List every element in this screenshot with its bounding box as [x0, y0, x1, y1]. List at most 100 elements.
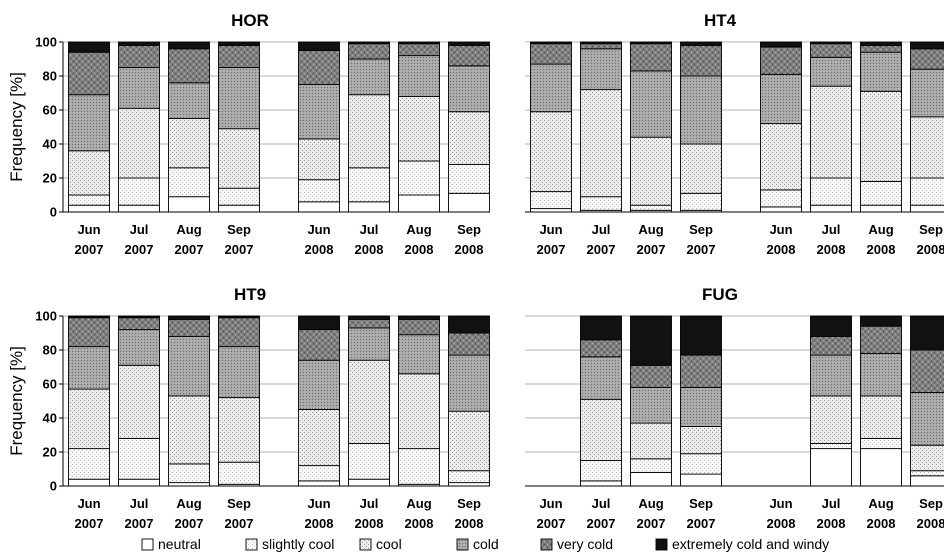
- bar-segment-slightly-cool: [810, 443, 852, 450]
- bar-aug-2007: [168, 41, 210, 213]
- bar-segment-extremely-cold-and-windy: [448, 315, 490, 334]
- bar-segment-extremely-cold-and-windy: [810, 315, 852, 337]
- x-tick-year: 2008: [305, 516, 334, 531]
- x-tick-year: 2008: [455, 242, 484, 257]
- x-tick-month: Sep: [227, 496, 251, 511]
- y-tick-label: 60: [43, 377, 57, 392]
- bar-segment-cold: [298, 84, 340, 140]
- bar-segment-neutral: [168, 482, 210, 487]
- bar-segment-cool: [910, 444, 944, 472]
- legend-label: cool: [376, 536, 402, 552]
- bar-segment-very-cold: [680, 354, 722, 388]
- bar-segment-very-cold: [298, 329, 340, 361]
- bar-segment-slightly-cool: [580, 460, 622, 482]
- bar-segment-slightly-cool: [448, 470, 490, 484]
- bar-segment-neutral: [630, 471, 672, 487]
- x-tick-month: Jul: [360, 222, 379, 237]
- bar-segment-very-cold: [630, 364, 672, 388]
- x-tick-month: Jul: [592, 496, 611, 511]
- bar-segment-very-cold: [810, 43, 852, 58]
- bar-segment-cool: [118, 364, 160, 439]
- panel-hor: HOR 0 20 40 60 80 100 Frequency [%] Jun 2007 Jul 20…: [7, 11, 490, 257]
- bar-segment-extremely-cold-and-windy: [448, 41, 490, 46]
- bar-segment-extremely-cold-and-windy: [168, 315, 210, 320]
- bar-jul-2008: [810, 41, 852, 213]
- bar-segment-cool: [298, 138, 340, 181]
- legend-swatch: [655, 538, 668, 551]
- bar-segment-cool: [398, 95, 440, 162]
- x-tick-year: 2008: [305, 242, 334, 257]
- bar-sep-2008: [448, 315, 490, 487]
- bar-segment-slightly-cool: [680, 453, 722, 475]
- bar-segment-extremely-cold-and-windy: [580, 315, 622, 341]
- bar-segment-neutral: [348, 201, 390, 213]
- bar-segment-cool: [860, 395, 902, 439]
- bar-jun-2008: [760, 41, 802, 213]
- legend-item-cool: cool: [359, 536, 402, 552]
- x-tick-month: Jul: [360, 496, 379, 511]
- bar-segment-extremely-cold-and-windy: [680, 315, 722, 356]
- bar-segment-cold: [298, 359, 340, 410]
- bar-segment-cool: [680, 426, 722, 455]
- bar-segment-extremely-cold-and-windy: [630, 315, 672, 366]
- bar-segment-very-cold: [218, 317, 260, 348]
- bar-segment-neutral: [118, 478, 160, 487]
- bar-segment-cold: [348, 327, 390, 361]
- x-tick-month: Aug: [638, 496, 663, 511]
- bar-segment-cold: [810, 354, 852, 397]
- bar-segment-very-cold: [348, 318, 390, 329]
- bar-segment-very-cold: [530, 43, 572, 65]
- y-axis-label: Frequency [%]: [7, 72, 26, 182]
- bar-segment-neutral: [810, 204, 852, 213]
- bar-jul-2007: [580, 41, 622, 213]
- bar-segment-neutral: [910, 204, 944, 213]
- x-tick-year: 2007: [175, 242, 204, 257]
- bar-sep-2007: [680, 41, 722, 213]
- bar-segment-very-cold: [910, 48, 944, 70]
- bar-segment-cool: [810, 85, 852, 179]
- x-tick-month: Aug: [868, 222, 893, 237]
- bar-segment-neutral: [860, 204, 902, 213]
- bar-segment-neutral: [860, 448, 902, 487]
- x-tick-year: 2008: [817, 516, 846, 531]
- chart-panels: HOR 0 20 40 60 80 100 Frequency [%] Jun 2007 Jul 20…: [7, 11, 944, 531]
- bar-segment-cool: [68, 150, 110, 196]
- x-tick-month: Jun: [307, 496, 330, 511]
- y-tick-label: 80: [43, 69, 57, 84]
- bar-segment-extremely-cold-and-windy: [68, 41, 110, 53]
- bar-segment-cool: [118, 107, 160, 179]
- bar-segment-very-cold: [168, 48, 210, 84]
- bar-sep-2008: [448, 41, 490, 213]
- bar-segment-very-cold: [168, 318, 210, 337]
- bar-segment-slightly-cool: [860, 437, 902, 450]
- bar-segment-cold: [810, 56, 852, 87]
- y-tick-label: 60: [43, 103, 57, 118]
- bar-aug-2008: [398, 315, 440, 487]
- bar-jul-2008: [810, 315, 852, 487]
- bar-segment-cold: [680, 386, 722, 427]
- x-tick-year: 2008: [817, 242, 846, 257]
- bar-segment-neutral: [530, 208, 572, 213]
- bar-segment-neutral: [218, 204, 260, 213]
- bar-jun-2007: [68, 315, 110, 487]
- x-tick-month: Jun: [77, 496, 100, 511]
- bar-segment-cool: [348, 94, 390, 169]
- bar-segment-cool: [910, 116, 944, 179]
- bar-segment-very-cold: [118, 44, 160, 68]
- legend-swatch: [540, 538, 553, 551]
- bar-segment-neutral: [398, 194, 440, 213]
- bar-segment-cold: [680, 75, 722, 145]
- x-tick-month: Aug: [638, 222, 663, 237]
- bar-segment-extremely-cold-and-windy: [860, 315, 902, 327]
- bar-segment-cool: [448, 410, 490, 472]
- bar-segment-very-cold: [860, 325, 902, 354]
- legend-label: slightly cool: [262, 536, 334, 552]
- legend-item-cold: cold: [456, 536, 499, 552]
- bar-segment-slightly-cool: [218, 187, 260, 206]
- x-tick-month: Sep: [919, 496, 943, 511]
- y-tick-label: 0: [50, 479, 57, 494]
- bar-segment-cool: [218, 397, 260, 463]
- legend-swatch: [141, 538, 154, 551]
- bar-jun-2007: [68, 41, 110, 213]
